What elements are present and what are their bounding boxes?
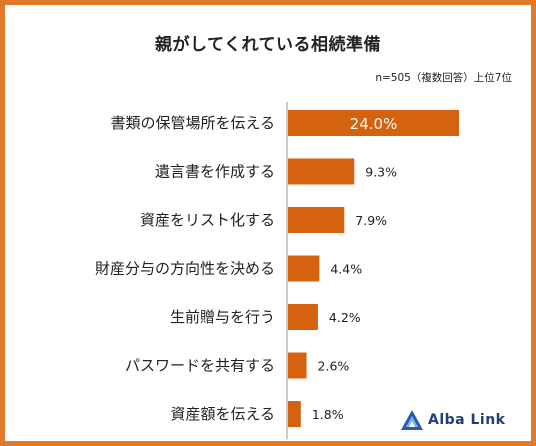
category-label: パスワードを共有する: [125, 357, 275, 375]
chart-title: 親がしてくれている相続準備: [155, 35, 381, 55]
bar: [288, 401, 301, 427]
value-label: 24.0%: [350, 115, 398, 133]
category-label: 財産分与の方向性を決める: [95, 260, 275, 278]
value-label: 4.4%: [330, 262, 362, 277]
category-label: 資産額を伝える: [170, 405, 275, 423]
sample-note: n=505（複数回答）上位7位: [375, 72, 512, 84]
value-label: 1.8%: [312, 407, 344, 422]
value-label: 4.2%: [329, 310, 361, 325]
logo-text: Alba Link: [428, 412, 506, 428]
bar: [288, 255, 320, 282]
bar: [288, 158, 355, 185]
value-label: 2.6%: [318, 359, 350, 374]
category-label: 遺言書を作成する: [155, 163, 275, 181]
bar: [288, 304, 318, 330]
category-label: 生前贈与を行う: [170, 308, 275, 326]
alba-link-logo: Alba Link: [401, 410, 505, 430]
bar: [288, 110, 459, 136]
category-label: 資産をリスト化する: [140, 211, 275, 229]
value-label: 7.9%: [355, 213, 387, 228]
value-label: 9.3%: [365, 165, 397, 180]
bar: [288, 207, 345, 233]
bar: [288, 352, 307, 379]
logo-mark-icon: [401, 410, 423, 430]
category-label: 書類の保管場所を伝える: [110, 114, 275, 132]
